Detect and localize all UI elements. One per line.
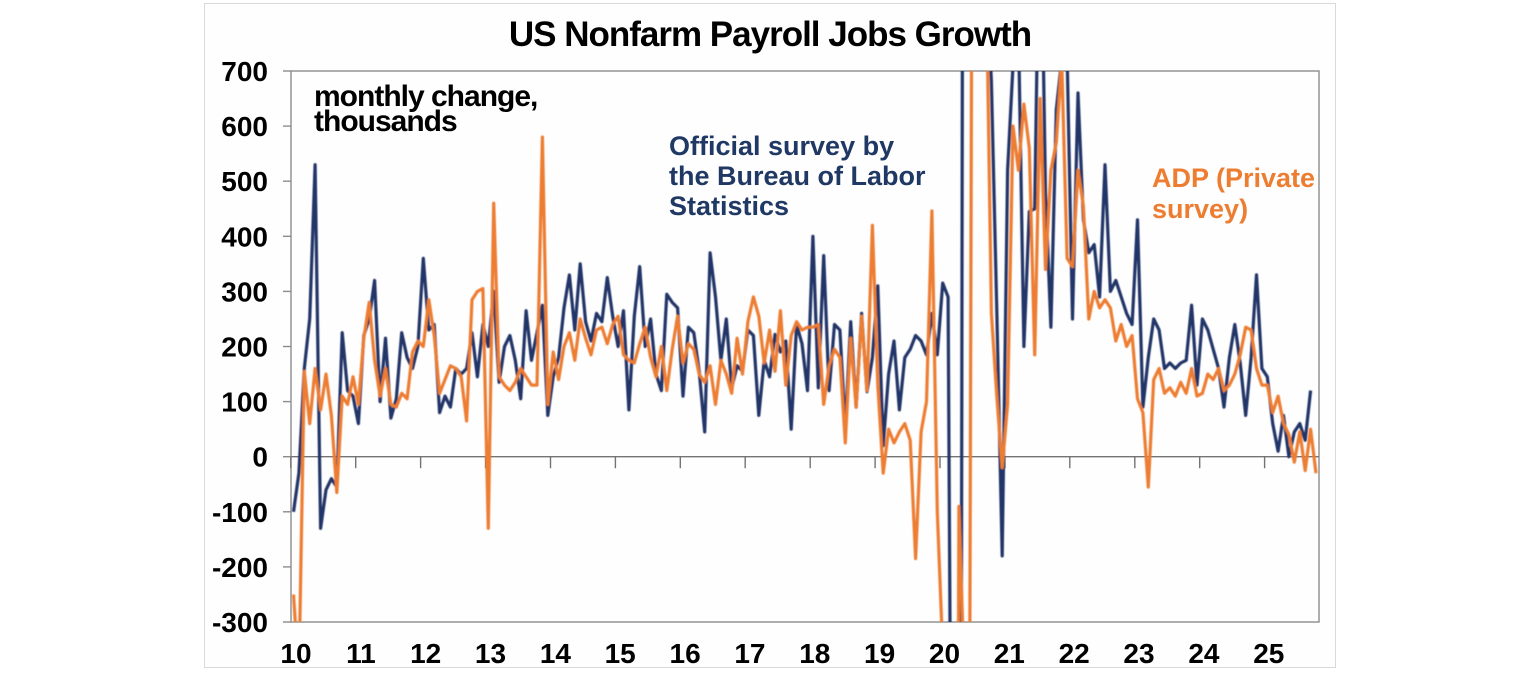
svg-text:12: 12 [410, 638, 441, 669]
svg-text:13: 13 [475, 638, 506, 669]
svg-text:-300: -300 [212, 607, 268, 638]
svg-text:15: 15 [605, 638, 636, 669]
svg-text:700: 700 [221, 56, 268, 87]
svg-text:Statistics: Statistics [669, 191, 789, 221]
svg-text:19: 19 [864, 638, 895, 669]
svg-text:16: 16 [670, 638, 701, 669]
svg-text:25: 25 [1253, 638, 1284, 669]
svg-text:-100: -100 [212, 497, 268, 528]
svg-text:300: 300 [221, 276, 268, 307]
svg-text:10: 10 [280, 638, 311, 669]
svg-text:600: 600 [221, 111, 268, 142]
svg-text:17: 17 [734, 638, 765, 669]
svg-text:500: 500 [221, 166, 268, 197]
svg-text:20: 20 [929, 638, 960, 669]
svg-text:24: 24 [1188, 638, 1220, 669]
svg-text:monthly change,: monthly change, [314, 80, 537, 113]
svg-text:21: 21 [994, 638, 1025, 669]
svg-text:18: 18 [799, 638, 830, 669]
svg-text:Official survey by: Official survey by [669, 131, 894, 161]
svg-text:22: 22 [1059, 638, 1090, 669]
svg-text:400: 400 [221, 221, 268, 252]
svg-text:23: 23 [1123, 638, 1154, 669]
svg-text:ADP (Private: ADP (Private [1152, 163, 1315, 193]
svg-text:survey): survey) [1152, 194, 1248, 224]
svg-text:the Bureau of Labor: the Bureau of Labor [669, 161, 926, 191]
svg-text:14: 14 [540, 638, 572, 669]
svg-text:-200: -200 [212, 552, 268, 583]
svg-text:100: 100 [221, 387, 268, 418]
svg-text:11: 11 [346, 638, 376, 669]
svg-text:200: 200 [221, 332, 268, 363]
svg-text:US Nonfarm Payroll Jobs Growth: US Nonfarm Payroll Jobs Growth [509, 15, 1031, 54]
svg-text:0: 0 [252, 442, 268, 473]
svg-text:thousands: thousands [314, 105, 457, 138]
